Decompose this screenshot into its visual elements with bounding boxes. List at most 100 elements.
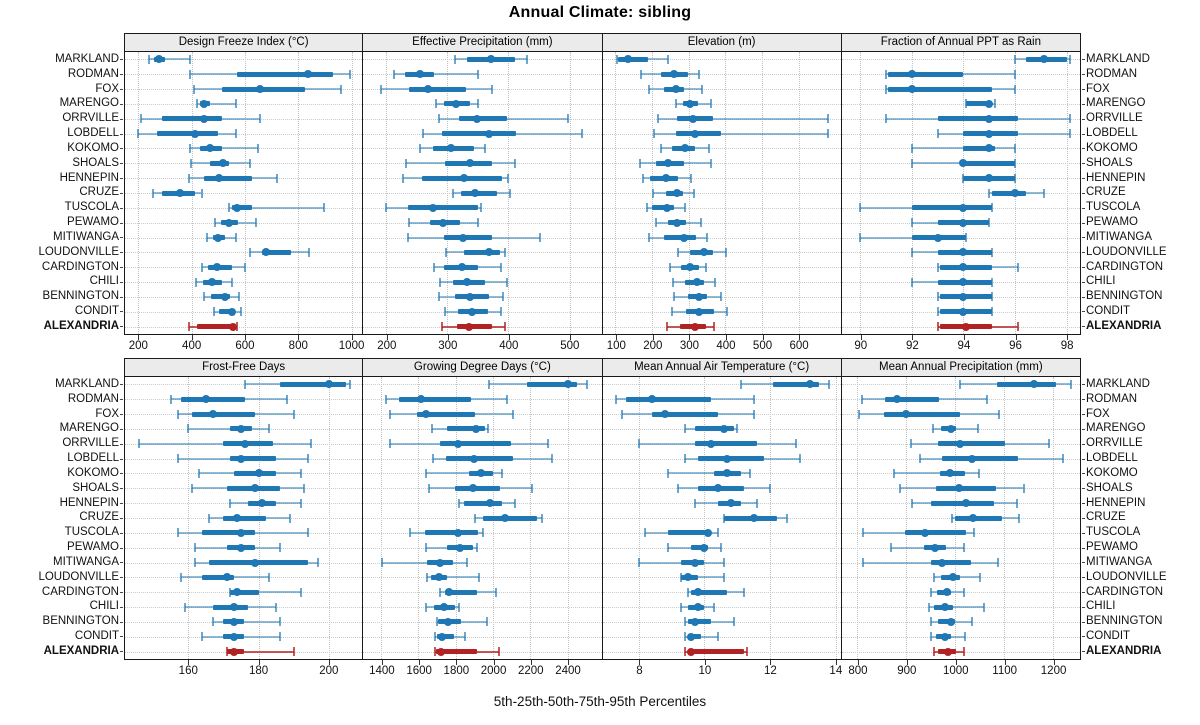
- iqr-bar: [459, 116, 507, 122]
- station-label: CONDIT: [1082, 629, 1198, 644]
- panel-title: Design Freeze Index (°C): [125, 34, 363, 52]
- axis-tick-label: 300: [679, 340, 699, 352]
- range-cap: [322, 203, 325, 213]
- axis-tick: [351, 335, 353, 340]
- median-dot: [948, 573, 957, 582]
- station-label: CRUZE: [2, 185, 123, 200]
- range-cap: [465, 558, 468, 568]
- range-cap: [289, 513, 292, 523]
- median-dot: [444, 617, 453, 626]
- axis-tick: [1015, 335, 1017, 340]
- median-dot: [686, 263, 695, 272]
- median-dot: [907, 70, 916, 79]
- range-cap: [998, 409, 1001, 419]
- iqr-bar: [196, 324, 236, 330]
- range-cap: [990, 307, 993, 317]
- range-cap: [176, 454, 179, 464]
- range-cap: [928, 602, 931, 612]
- median-dot: [947, 617, 956, 626]
- horizontal-gridline: [363, 607, 602, 609]
- station-label: MARKLAND: [2, 52, 123, 67]
- iqr-bar: [162, 116, 223, 122]
- range-cap: [208, 513, 211, 523]
- median-dot: [959, 248, 968, 257]
- median-dot: [470, 189, 479, 197]
- iqr-bar: [444, 589, 478, 595]
- range-cap: [526, 54, 529, 64]
- panel-column: Effective Precipitation (mm) 200 300 400 500: [363, 33, 603, 355]
- station-labels-left: MARKLAND RODMAN FOX MARENGO ORRVILLE LOBDELL K…: [2, 358, 124, 659]
- range-cap: [506, 394, 509, 404]
- range-cap: [705, 233, 708, 243]
- range-cap: [1014, 54, 1017, 64]
- axis-tick-label: 1400: [369, 665, 395, 677]
- range-cap: [979, 572, 982, 582]
- iqr-bar: [691, 589, 728, 595]
- range-cap: [285, 394, 288, 404]
- iqr-bar: [447, 426, 485, 432]
- median-dot: [415, 70, 424, 79]
- iqr-bar: [618, 56, 649, 62]
- range-line: [863, 561, 998, 564]
- range-line: [226, 650, 294, 653]
- range-cap: [993, 99, 996, 109]
- range-cap: [307, 247, 310, 257]
- range-cap: [139, 114, 142, 124]
- station-label: CONDIT: [2, 304, 123, 319]
- iqr-bar: [954, 515, 1002, 521]
- median-dot: [943, 588, 952, 597]
- range-line: [148, 58, 191, 61]
- median-dot: [214, 233, 223, 242]
- range-cap: [147, 54, 150, 64]
- range-cap: [452, 188, 455, 198]
- range-cap: [511, 409, 514, 419]
- range-cap: [1014, 158, 1017, 168]
- range-cap: [709, 99, 712, 109]
- range-cap: [700, 84, 703, 94]
- range-cap: [1014, 69, 1017, 79]
- range-cap: [709, 158, 712, 168]
- median-dot: [749, 514, 758, 522]
- range-cap: [444, 247, 447, 257]
- range-cap: [621, 409, 624, 419]
- median-dot: [467, 307, 476, 316]
- range-cap: [860, 394, 863, 404]
- range-cap: [692, 188, 695, 198]
- plot-area: [125, 52, 363, 334]
- median-dot: [445, 588, 454, 597]
- range-cap: [402, 173, 405, 183]
- median-dot: [464, 322, 473, 331]
- range-cap: [249, 247, 252, 257]
- range-cap: [190, 158, 193, 168]
- range-cap: [642, 173, 645, 183]
- median-dot: [176, 189, 185, 197]
- iqr-bar: [526, 381, 578, 387]
- station-label: FOX: [1082, 407, 1198, 422]
- range-cap: [513, 158, 516, 168]
- range-cap: [656, 114, 659, 124]
- range-cap: [752, 394, 755, 404]
- range-cap: [893, 468, 896, 478]
- range-cap: [963, 632, 966, 642]
- iqr-bar: [911, 205, 992, 211]
- panel-column: Elevation (m) 100 200 300 400 500 600: [602, 33, 842, 355]
- range-cap: [257, 143, 260, 153]
- iqr-bar: [230, 456, 277, 462]
- panel-column: Mean Annual Air Temperature (°C) 8 10 12 14: [602, 358, 842, 680]
- range-cap: [189, 143, 192, 153]
- median-dot: [484, 129, 493, 138]
- median-dot: [700, 248, 709, 257]
- range-cap: [950, 513, 953, 523]
- median-dot: [439, 603, 448, 612]
- iqr-bar: [883, 411, 961, 417]
- range-cap: [194, 543, 197, 553]
- median-dot: [690, 558, 699, 567]
- range-cap: [422, 129, 425, 139]
- median-dot: [893, 395, 902, 404]
- median-dot: [251, 558, 260, 567]
- horizontal-gridline: [125, 193, 363, 194]
- axis-tick-label: 400: [182, 340, 202, 352]
- median-dot: [700, 543, 709, 552]
- horizontal-gridline: [125, 237, 363, 239]
- range-cap: [432, 454, 435, 464]
